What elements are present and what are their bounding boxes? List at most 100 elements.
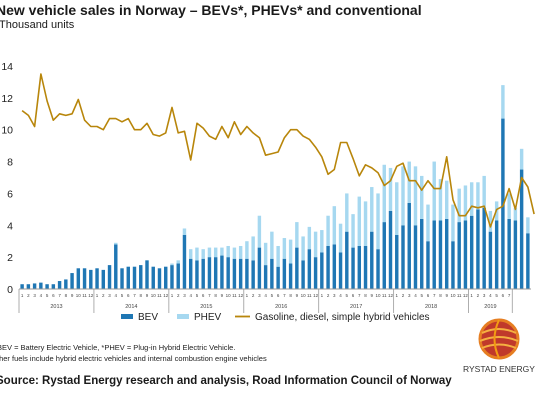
phev-bar [301,236,305,261]
bev-bar [401,225,405,289]
year-label: 2013 [50,304,62,310]
bev-bar [444,218,449,289]
bev-bar [157,268,162,289]
month-tick-label: 3 [483,293,486,298]
month-tick-label: 7 [58,293,61,298]
phev-bar [226,245,230,258]
month-tick-label: 6 [127,293,130,298]
month-tick-label: 10 [376,293,382,298]
phev-bar [182,228,187,235]
phev-bar [507,193,511,219]
bev-bar [95,268,99,289]
legend-swatch-phev [177,314,189,319]
bev-bar [413,225,418,289]
month-tick-label: 4 [40,293,43,298]
phev-bar [114,242,118,245]
bev-bar [276,266,280,289]
year-label: 2015 [200,304,212,310]
bev-bar [26,284,31,289]
phev-bar [463,185,468,221]
month-tick-label: 5 [196,293,199,298]
phev-bar [232,247,237,259]
bev-bar [251,260,255,289]
phev-bar [188,249,193,259]
bev-bar [519,169,524,289]
month-tick-label: 12 [463,293,469,298]
month-tick-label: 3 [33,293,36,298]
month-tick-label: 11 [157,293,162,298]
month-tick-label: 7 [283,293,286,298]
month-tick-label: 11 [82,293,87,298]
phev-bar [513,207,518,221]
phev-bar [176,260,180,264]
bev-bar [139,265,143,289]
month-tick-label: 1 [470,293,473,298]
month-tick-label: 4 [115,293,118,298]
bev-bar [307,249,312,289]
y-tick-label: 6 [7,188,13,200]
bev-bar [438,220,443,289]
month-tick-label: 4 [414,293,417,298]
month-tick-label: 4 [339,293,342,298]
phev-bar [207,247,212,258]
phev-bar [270,231,274,259]
y-tick-label: 2 [7,252,13,264]
month-tick-label: 1 [246,293,249,298]
month-tick-label: 8 [289,293,292,298]
month-tick-label: 9 [296,293,299,298]
month-tick-label: 2 [477,293,480,298]
month-tick-label: 8 [139,293,142,298]
legend-label-conventional: Gasoline, diesel, simple hybrid vehicles [255,312,430,323]
phev-bar [263,242,268,266]
bev-bar [469,215,474,289]
month-tick-label: 1 [21,293,24,298]
bev-bar [395,234,399,289]
phev-bar [357,196,362,246]
month-tick-label: 8 [439,293,442,298]
month-tick-label: 9 [146,293,149,298]
month-tick-label: 2 [102,293,105,298]
month-tick-label: 3 [183,293,186,298]
bev-bar [363,245,368,289]
phev-bar [482,175,486,208]
month-tick-label: 2 [327,293,330,298]
bev-bar [107,265,112,289]
bev-bar [188,258,193,289]
bev-bar [195,260,199,289]
month-tick-label: 1 [171,293,174,298]
month-tick-label: 12 [388,293,394,298]
month-tick-label: 1 [321,293,324,298]
month-tick-label: 7 [508,293,511,298]
bev-bar [114,244,118,289]
phev-bar [395,182,399,235]
bev-bar [332,244,337,289]
conventional-line [21,73,535,228]
month-tick-label: 10 [450,293,456,298]
y-axis-unit-label: Thousand units [0,19,75,31]
bev-bar [376,249,380,289]
bev-bar [432,220,436,289]
month-tick-label: 1 [96,293,99,298]
month-tick-label: 7 [133,293,136,298]
phev-bar [220,247,224,256]
phev-bar [238,245,243,259]
phev-bar [170,263,174,266]
phev-bar [288,239,293,264]
year-label: 2017 [350,304,362,310]
bev-bar [45,284,49,289]
month-tick-label: 12 [313,293,319,298]
month-tick-label: 10 [301,293,307,298]
phev-bar [338,223,343,253]
phev-bar [376,193,380,250]
month-tick-label: 12 [163,293,169,298]
y-tick-label: 10 [1,125,13,137]
phev-bar [388,167,393,211]
month-tick-label: 6 [502,293,505,298]
phev-bar [413,166,418,226]
phev-bar [438,179,443,221]
phev-bar [307,226,312,250]
legend-swatch-bev [121,314,133,319]
footnote-other-fuels: ther fuels include hybrid electric vehic… [0,354,267,363]
month-tick-label: 12 [238,293,244,298]
